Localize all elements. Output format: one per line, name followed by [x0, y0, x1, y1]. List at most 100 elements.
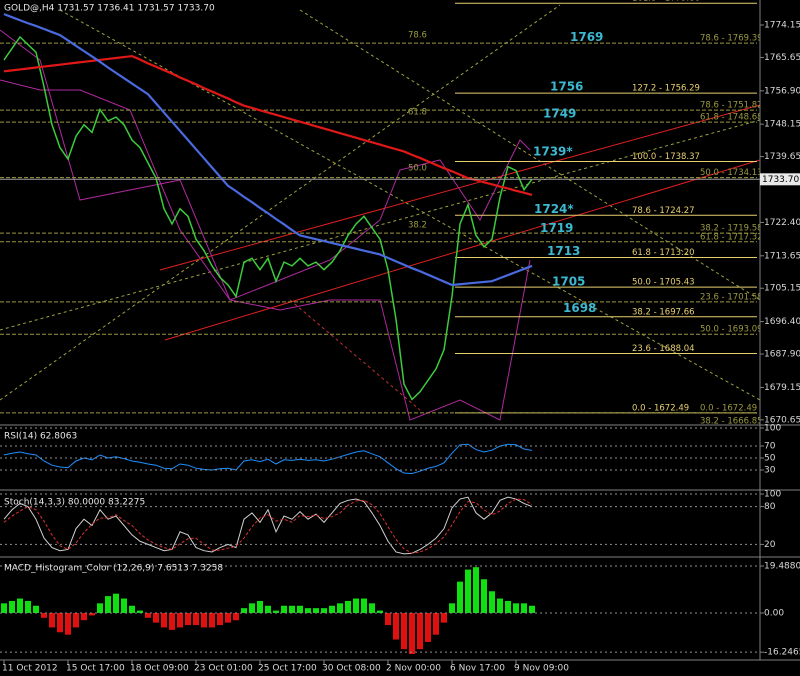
x-tick-label: 23 Oct 01:00 [194, 664, 253, 674]
fib-label: 23.6 - 1688.04 [632, 344, 695, 354]
histogram-bar [25, 600, 31, 613]
histogram-bar [465, 569, 471, 613]
histogram-bar [233, 612, 239, 621]
panel-title: GOLD@,H4 1731.57 1736.41 1731.57 1733.70 [4, 4, 215, 14]
histogram-bar [73, 612, 79, 628]
histogram-bar [41, 612, 47, 618]
panel-title: MACD_Histogram_Color (12,26,9) 7.6513 7.… [4, 564, 223, 574]
histogram-bar [33, 605, 39, 613]
y-tick-label: 50 [764, 454, 776, 464]
series-line [3, 35, 533, 401]
fib-label: 23.6 - 1701.58 [700, 292, 763, 302]
series-line [3, 13, 533, 287]
histogram-bar [105, 596, 111, 613]
histogram-bar [17, 598, 23, 613]
x-tick-label: 6 Nov 17:00 [450, 664, 505, 674]
histogram-bar [449, 603, 455, 613]
histogram-bar [441, 612, 447, 623]
fib-label: 38.2 - 1719.58 [700, 224, 763, 234]
band-line [0, 79, 531, 421]
fib-label: 61.8 - 1713.20 [632, 248, 695, 258]
histogram-bar [89, 612, 95, 616]
fib-label: 78.6 - 1751.82 [700, 101, 763, 111]
y-tick-label: 1765.65 [764, 53, 800, 63]
histogram-bar [265, 605, 271, 613]
histogram-bar [369, 603, 375, 613]
level-label: 1719 [540, 221, 573, 235]
histogram-bar [129, 605, 135, 613]
histogram-bar [169, 612, 175, 630]
x-tick-label: 2 Nov 00:00 [386, 664, 441, 674]
histogram-bar [377, 610, 383, 613]
histogram-bar [289, 605, 295, 613]
fib-label: 50.0 - 1705.43 [632, 278, 695, 288]
histogram-bar [321, 608, 327, 613]
side-tag: 61.8 [408, 107, 427, 117]
fib-label: 61.8 - 1717.32 [700, 232, 763, 242]
histogram-bar [345, 600, 351, 613]
fib-label: 0.0 - 1672.49 [700, 403, 757, 413]
x-tick-label: 18 Oct 09:00 [130, 664, 189, 674]
series-line [3, 443, 533, 475]
side-tag: 78.6 [408, 31, 427, 41]
y-tick-label: 1774.15 [764, 20, 800, 30]
panel-title: Stoch(14,3,3) 80.0000 83.2275 [4, 498, 145, 508]
fib-label: 38.2 - 1666.85 [700, 417, 763, 427]
panel: 161.8 - 1779.86 127.2 - 1756.29 100.0 - 17… [0, 0, 763, 427]
band-line [0, 29, 531, 301]
level-label: 1713 [547, 244, 580, 258]
x-tick-label: 30 Oct 08:00 [322, 664, 381, 674]
histogram-bar [193, 612, 199, 626]
series-line [3, 54, 533, 197]
fib-label: 78.6 - 1724.27 [632, 206, 695, 216]
histogram-bar [473, 567, 479, 613]
y-tick-label: -16.2465 [764, 648, 800, 658]
fib-label: 100.0 - 1738.37 [632, 152, 700, 162]
y-tick-label: 1670.65 [764, 415, 800, 425]
histogram-bar [225, 612, 231, 623]
histogram-bar [1, 603, 7, 613]
histogram-bar [401, 612, 407, 650]
histogram-bar [97, 603, 103, 613]
histogram-bar [57, 612, 63, 633]
fib-label: 78.6 - 1769.39 [700, 34, 763, 44]
histogram-bar [161, 612, 167, 628]
histogram-bar [177, 612, 183, 628]
histogram-bar [481, 579, 487, 613]
level-label: 1769 [570, 30, 603, 44]
histogram-bar [121, 598, 127, 613]
histogram-bar [241, 608, 247, 613]
histogram-bar [65, 612, 71, 635]
y-tick-label: 100 [764, 424, 781, 434]
fib-label: 38.2 - 1697.66 [632, 307, 695, 317]
panel-title: RSI(14) 62.8063 [4, 432, 77, 442]
histogram-bar [273, 610, 279, 613]
histogram-bar [529, 605, 535, 613]
fib-label: 61.8 - 1748.68 [700, 113, 763, 123]
y-tick-label: 0.00 [764, 608, 784, 618]
level-label: 1724* [534, 202, 574, 216]
y-tick-label: 80 [764, 502, 776, 512]
histogram-bar [329, 605, 335, 613]
trend-line [0, 4, 561, 401]
y-tick-label: 1756.90 [764, 86, 800, 96]
y-tick-label: 1739.65 [764, 152, 800, 162]
y-tick-label: 100 [764, 490, 781, 500]
level-label: 1739* [533, 145, 573, 159]
histogram-bar [385, 612, 391, 626]
histogram-bar [185, 612, 191, 626]
fib-label: 0.0 - 1672.49 [632, 403, 689, 413]
trend-line [159, 104, 760, 271]
histogram-bar [425, 612, 431, 642]
histogram-bar [337, 603, 343, 613]
series-line [3, 498, 533, 554]
histogram-bar [9, 600, 15, 613]
y-tick-label: 1687.90 [764, 350, 800, 360]
histogram-bar [305, 608, 311, 613]
histogram-bar [217, 612, 223, 626]
fib-label: 161.8 - 1779.86 [632, 0, 700, 4]
histogram-bar [409, 612, 415, 654]
panel [3, 443, 533, 475]
x-tick-label: 11 Oct 2012 [2, 664, 58, 674]
